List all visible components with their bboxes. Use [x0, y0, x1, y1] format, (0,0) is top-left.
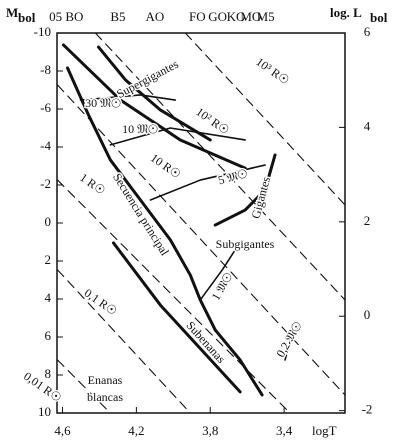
y-tick-label: -2 [40, 176, 51, 191]
x-tick-label: 3,4 [276, 423, 293, 438]
annotation: Gigantes [249, 175, 274, 220]
y-tick-label: -4 [40, 138, 51, 153]
annotation: 1 𝔐☉ [208, 270, 235, 303]
y2-axis-label-sub: bol [370, 10, 388, 25]
y-tick-label: -10 [34, 24, 51, 39]
spectral-type-label: FO [189, 9, 206, 24]
x-axis-label: logT [312, 423, 337, 438]
annotation: 0,1 R☉ [82, 286, 120, 319]
sequence-curve [109, 127, 246, 146]
radius-line [184, 32, 346, 206]
spectral-type-label: M5 [257, 9, 275, 24]
annotation: 5 𝔐☉ [217, 166, 250, 187]
y2-tick-label: 6 [364, 24, 371, 39]
spectral-type-label: GO [208, 9, 227, 24]
spectral-type-label: KO [227, 9, 246, 24]
spectral-type-label: MO [240, 9, 261, 24]
annotation: Subenanas [184, 318, 229, 366]
spectral-type-label: AO [145, 9, 164, 24]
annotation: Enanas [88, 373, 123, 387]
y-axis-label-sub: bol [18, 10, 36, 25]
radius-line [94, 32, 346, 301]
annotation: 0,2 𝔐☉ [273, 319, 305, 360]
annotation: 10 R☉ [148, 151, 184, 182]
radius-line [57, 359, 111, 414]
annotation: blancas [87, 390, 123, 404]
y-tick-label: -8 [40, 62, 51, 77]
sequence-curve [199, 249, 236, 301]
sequence-curve [284, 324, 301, 361]
annotation: Subgigantes [216, 237, 275, 251]
spectral-type-label: 05 BO [49, 9, 83, 24]
annotation: 30 𝔐☉ [85, 96, 121, 110]
x-tick-label: 3,8 [202, 423, 218, 438]
y-tick-label: 4 [45, 290, 52, 305]
y-tick-label: 0 [45, 214, 52, 229]
y2-tick-label: -2 [362, 402, 373, 417]
annotation: 1 R☉ [77, 170, 108, 197]
y2-tick-label: 0 [364, 307, 371, 322]
y2-tick-label: 4 [364, 118, 371, 133]
sequence-curve [213, 153, 277, 227]
sequence-curve [66, 66, 264, 397]
y-tick-label: 10 [38, 404, 51, 419]
annotation: Secuencia principal [110, 171, 172, 259]
radius-line [57, 84, 346, 396]
y-axis-label: M [6, 5, 18, 20]
sequence-curve [61, 43, 247, 170]
y-tick-label: 8 [45, 366, 52, 381]
annotation: 0,01 R☉ [21, 369, 64, 405]
y2-tick-label: 2 [364, 213, 371, 228]
sequence-curve [149, 164, 266, 201]
annotation: 10 𝔐☉ [122, 122, 158, 136]
annotation: 10³ R☉ [253, 55, 292, 88]
spectral-type-label: B5 [110, 9, 125, 24]
y-tick-label: -6 [40, 100, 51, 115]
radius-line [57, 179, 291, 414]
y-tick-label: 2 [45, 252, 52, 267]
sequence-curve [79, 94, 177, 101]
y-tick-label: 6 [45, 328, 52, 343]
radius-line [57, 269, 191, 414]
y2-axis-label: log. L [330, 5, 362, 20]
x-tick-label: 4,2 [128, 423, 144, 438]
x-tick-label: 4,6 [54, 423, 71, 438]
sequence-curve [111, 241, 242, 394]
